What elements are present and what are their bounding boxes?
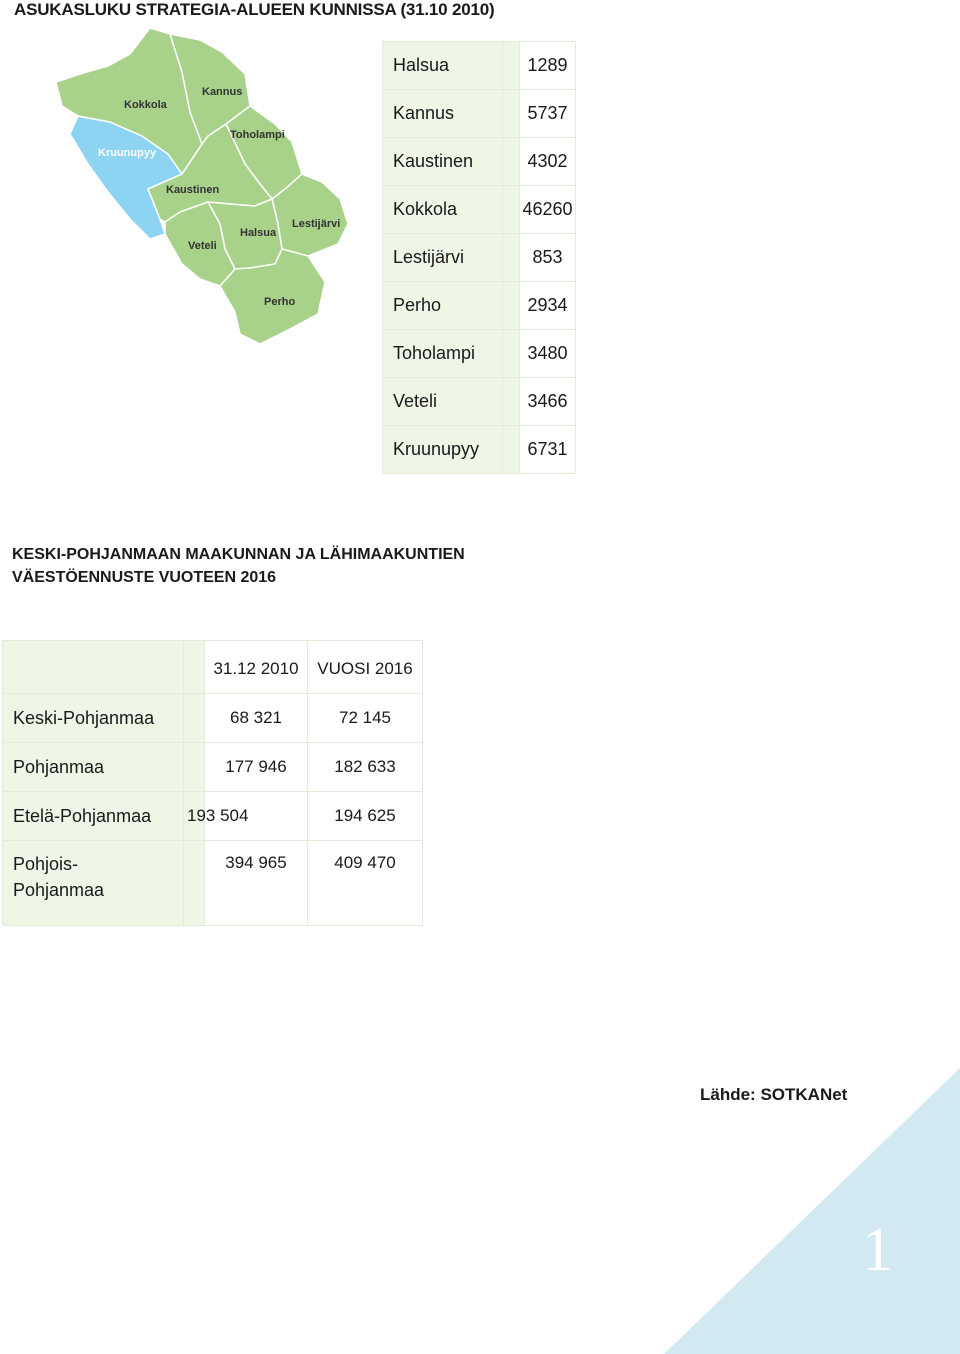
value-2010: 193 504 — [186, 791, 290, 841]
map-label-perho: Perho — [264, 296, 295, 308]
municipality-name: Kokkola — [382, 185, 503, 234]
municipality-name: Veteli — [382, 377, 503, 426]
population-value: 3480 — [519, 329, 576, 378]
region-name-line2: Pohjanmaa — [13, 880, 105, 900]
forecast-table: 31.12 2010 VUOSI 2016 Keski-Pohjanmaa 68… — [2, 640, 423, 926]
forecast-title-line1: KESKI-POHJANMAAN MAAKUNNAN JA LÄHIMAAKUN… — [12, 546, 465, 563]
forecast-header-row: 31.12 2010 VUOSI 2016 — [2, 640, 423, 694]
population-value: 2934 — [519, 281, 576, 330]
municipality-name: Kaustinen — [382, 137, 503, 186]
population-value: 853 — [519, 233, 576, 282]
map-label-kaustinen: Kaustinen — [166, 184, 219, 196]
population-value: 4302 — [519, 137, 576, 186]
municipality-name: Toholampi — [382, 329, 503, 378]
spacer-cell — [501, 41, 521, 90]
spacer-cell — [183, 640, 205, 694]
table-row: Toholampi 3480 — [382, 329, 576, 378]
table-row: Pohjanmaa 177 946 182 633 — [2, 742, 423, 792]
value-2016: 72 145 — [307, 693, 423, 743]
header-2010: 31.12 2010 — [204, 640, 308, 694]
value-2016: 194 625 — [307, 791, 423, 841]
table-row: Keski-Pohjanmaa 68 321 72 145 — [2, 693, 423, 743]
population-table: Halsua 1289 Kannus 5737 Kaustinen 4302 Kokkola… — [382, 41, 576, 474]
page-title: ASUKASLUKU STRATEGIA-ALUEEN KUNNISSA (31… — [14, 0, 495, 19]
map-label-kruunupyy: Kruunupyy — [98, 147, 157, 159]
municipality-name: Halsua — [382, 41, 503, 90]
map-label-kokkola: Kokkola — [124, 99, 168, 111]
spacer-cell — [183, 693, 205, 743]
table-row: Kruunupyy 6731 — [382, 425, 576, 474]
spacer-cell — [501, 377, 521, 426]
table-row: Pohjois- Pohjanmaa 394 965 409 470 — [2, 840, 423, 926]
spacer-cell — [501, 185, 521, 234]
page-number: 1 — [862, 1216, 893, 1284]
region-name: Pohjois- Pohjanmaa — [2, 840, 184, 926]
header-2016: VUOSI 2016 — [307, 640, 423, 694]
table-row: Kokkola 46260 — [382, 185, 576, 234]
population-value: 46260 — [519, 185, 576, 234]
source-note: Lähde: SOTKANet — [700, 1085, 848, 1104]
map-label-kannus: Kannus — [202, 86, 242, 98]
population-value: 5737 — [519, 89, 576, 138]
map-label-lestijarvi: Lestijärvi — [292, 218, 340, 230]
spacer-cell — [183, 742, 205, 792]
value-2016: 182 633 — [307, 742, 423, 792]
value-2010: 394 965 — [204, 840, 308, 926]
population-value: 6731 — [519, 425, 576, 474]
municipality-name: Perho — [382, 281, 503, 330]
value-2010: 177 946 — [204, 742, 308, 792]
municipality-name: Kruunupyy — [382, 425, 503, 474]
spacer-cell — [501, 233, 521, 282]
table-row: Perho 2934 — [382, 281, 576, 330]
value-2010: 68 321 — [204, 693, 308, 743]
spacer-cell — [501, 329, 521, 378]
table-row: Lestijärvi 853 — [382, 233, 576, 282]
map-label-toholampi: Toholampi — [230, 129, 285, 141]
header-empty-cell — [2, 640, 184, 694]
municipality-name: Kannus — [382, 89, 503, 138]
table-row: Veteli 3466 — [382, 377, 576, 426]
forecast-title: KESKI-POHJANMAAN MAAKUNNAN JA LÄHIMAAKUN… — [12, 543, 465, 589]
spacer-cell — [501, 425, 521, 474]
table-row: Kannus 5737 — [382, 89, 576, 138]
population-value: 1289 — [519, 41, 576, 90]
spacer-cell — [501, 281, 521, 330]
table-row: Kaustinen 4302 — [382, 137, 576, 186]
map-label-halsua: Halsua — [240, 227, 277, 239]
value-2016: 409 470 — [307, 840, 423, 926]
region-name: Keski-Pohjanmaa — [2, 693, 184, 743]
population-value: 3466 — [519, 377, 576, 426]
map-label-veteli: Veteli — [188, 240, 217, 252]
map-area-perho — [219, 248, 326, 345]
region-map: Kokkola Kannus Toholampi Kruunupyy Kaust… — [50, 24, 360, 354]
region-name-line1: Pohjois- — [13, 854, 79, 874]
spacer-cell — [501, 137, 521, 186]
spacer-cell — [501, 89, 521, 138]
region-name: Etelä-Pohjanmaa — [2, 791, 184, 841]
forecast-title-line2: VÄESTÖENNUSTE VUOTEEN 2016 — [12, 569, 277, 586]
table-row: Etelä-Pohjanmaa 193 504 194 625 — [2, 791, 423, 841]
spacer-cell — [183, 840, 205, 926]
region-name: Pohjanmaa — [2, 742, 184, 792]
table-row: Halsua 1289 — [382, 41, 576, 90]
municipality-name: Lestijärvi — [382, 233, 503, 282]
